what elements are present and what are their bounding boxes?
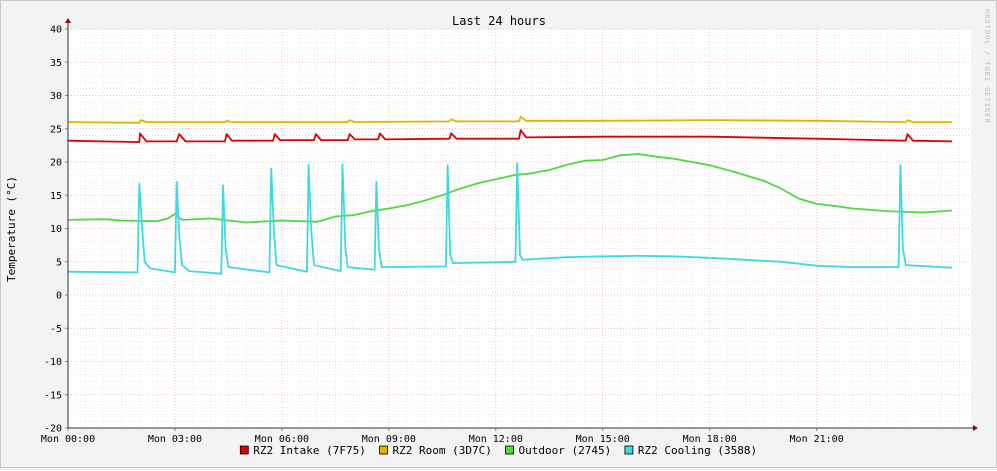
legend-swatch: [505, 445, 514, 455]
x-tick-label: Mon 18:00: [683, 434, 737, 445]
y-tick-label: 35: [50, 58, 62, 69]
y-tick-label: -15: [44, 390, 62, 401]
y-tick-label: 10: [50, 224, 62, 235]
legend-entry: RZ2 Cooling (3588): [638, 444, 757, 457]
y-tick-label: 30: [50, 91, 62, 102]
y-axis-ticks: 40 35 30 25 20 15 10 5 0 -5 -10 -15 -20: [44, 25, 68, 435]
x-axis-arrow: [973, 425, 978, 431]
x-tick-label: Mon 21:00: [790, 434, 844, 445]
x-tick-label: Mon 00:00: [41, 434, 95, 445]
y-axis-arrow: [65, 18, 71, 23]
series-line: [67, 153, 953, 224]
x-axis-ticks: Mon 00:00 Mon 03:00 Mon 06:00 Mon 09:00 Mon …: [41, 428, 844, 445]
series-line: [67, 162, 953, 275]
y-tick-label: 15: [50, 191, 62, 202]
y-axis-label: Temperature (°C): [5, 176, 18, 282]
series-line: [67, 115, 953, 124]
y-tick-label: 25: [50, 124, 62, 135]
y-tick-label: 5: [56, 257, 62, 268]
y-tick-label: -10: [44, 357, 62, 368]
legend-swatch: [624, 445, 634, 455]
x-tick-label: Mon 15:00: [576, 434, 630, 445]
x-tick-label: Mon 09:00: [362, 434, 416, 445]
series-lines: [67, 115, 953, 275]
y-tick-label: -20: [44, 424, 62, 435]
legend-swatch: [379, 445, 388, 455]
legend-entry: Outdoor (2745): [519, 444, 612, 457]
watermark: RRDTOOL / TOBI OETIKER: [983, 9, 991, 124]
x-tick-label: Mon 12:00: [469, 434, 523, 445]
y-tick-label: 0: [56, 291, 62, 302]
legend-swatch: [239, 445, 249, 455]
y-tick-label: 20: [50, 158, 62, 169]
y-tick-label: -5: [50, 324, 62, 335]
legend-entry: RZ2 Intake (7F75): [253, 444, 366, 457]
chart-title: Last 24 hours: [452, 14, 546, 28]
legend: RZ2 Intake (7F75) RZ2 Room (3D7C) Outdoor …: [239, 444, 757, 457]
axes: [65, 18, 978, 431]
y-tick-label: 40: [50, 25, 62, 36]
legend-entry: RZ2 Room (3D7C): [393, 444, 492, 457]
x-tick-label: Mon 06:00: [255, 434, 309, 445]
x-tick-label: Mon 03:00: [148, 434, 202, 445]
series-line: [67, 129, 953, 143]
